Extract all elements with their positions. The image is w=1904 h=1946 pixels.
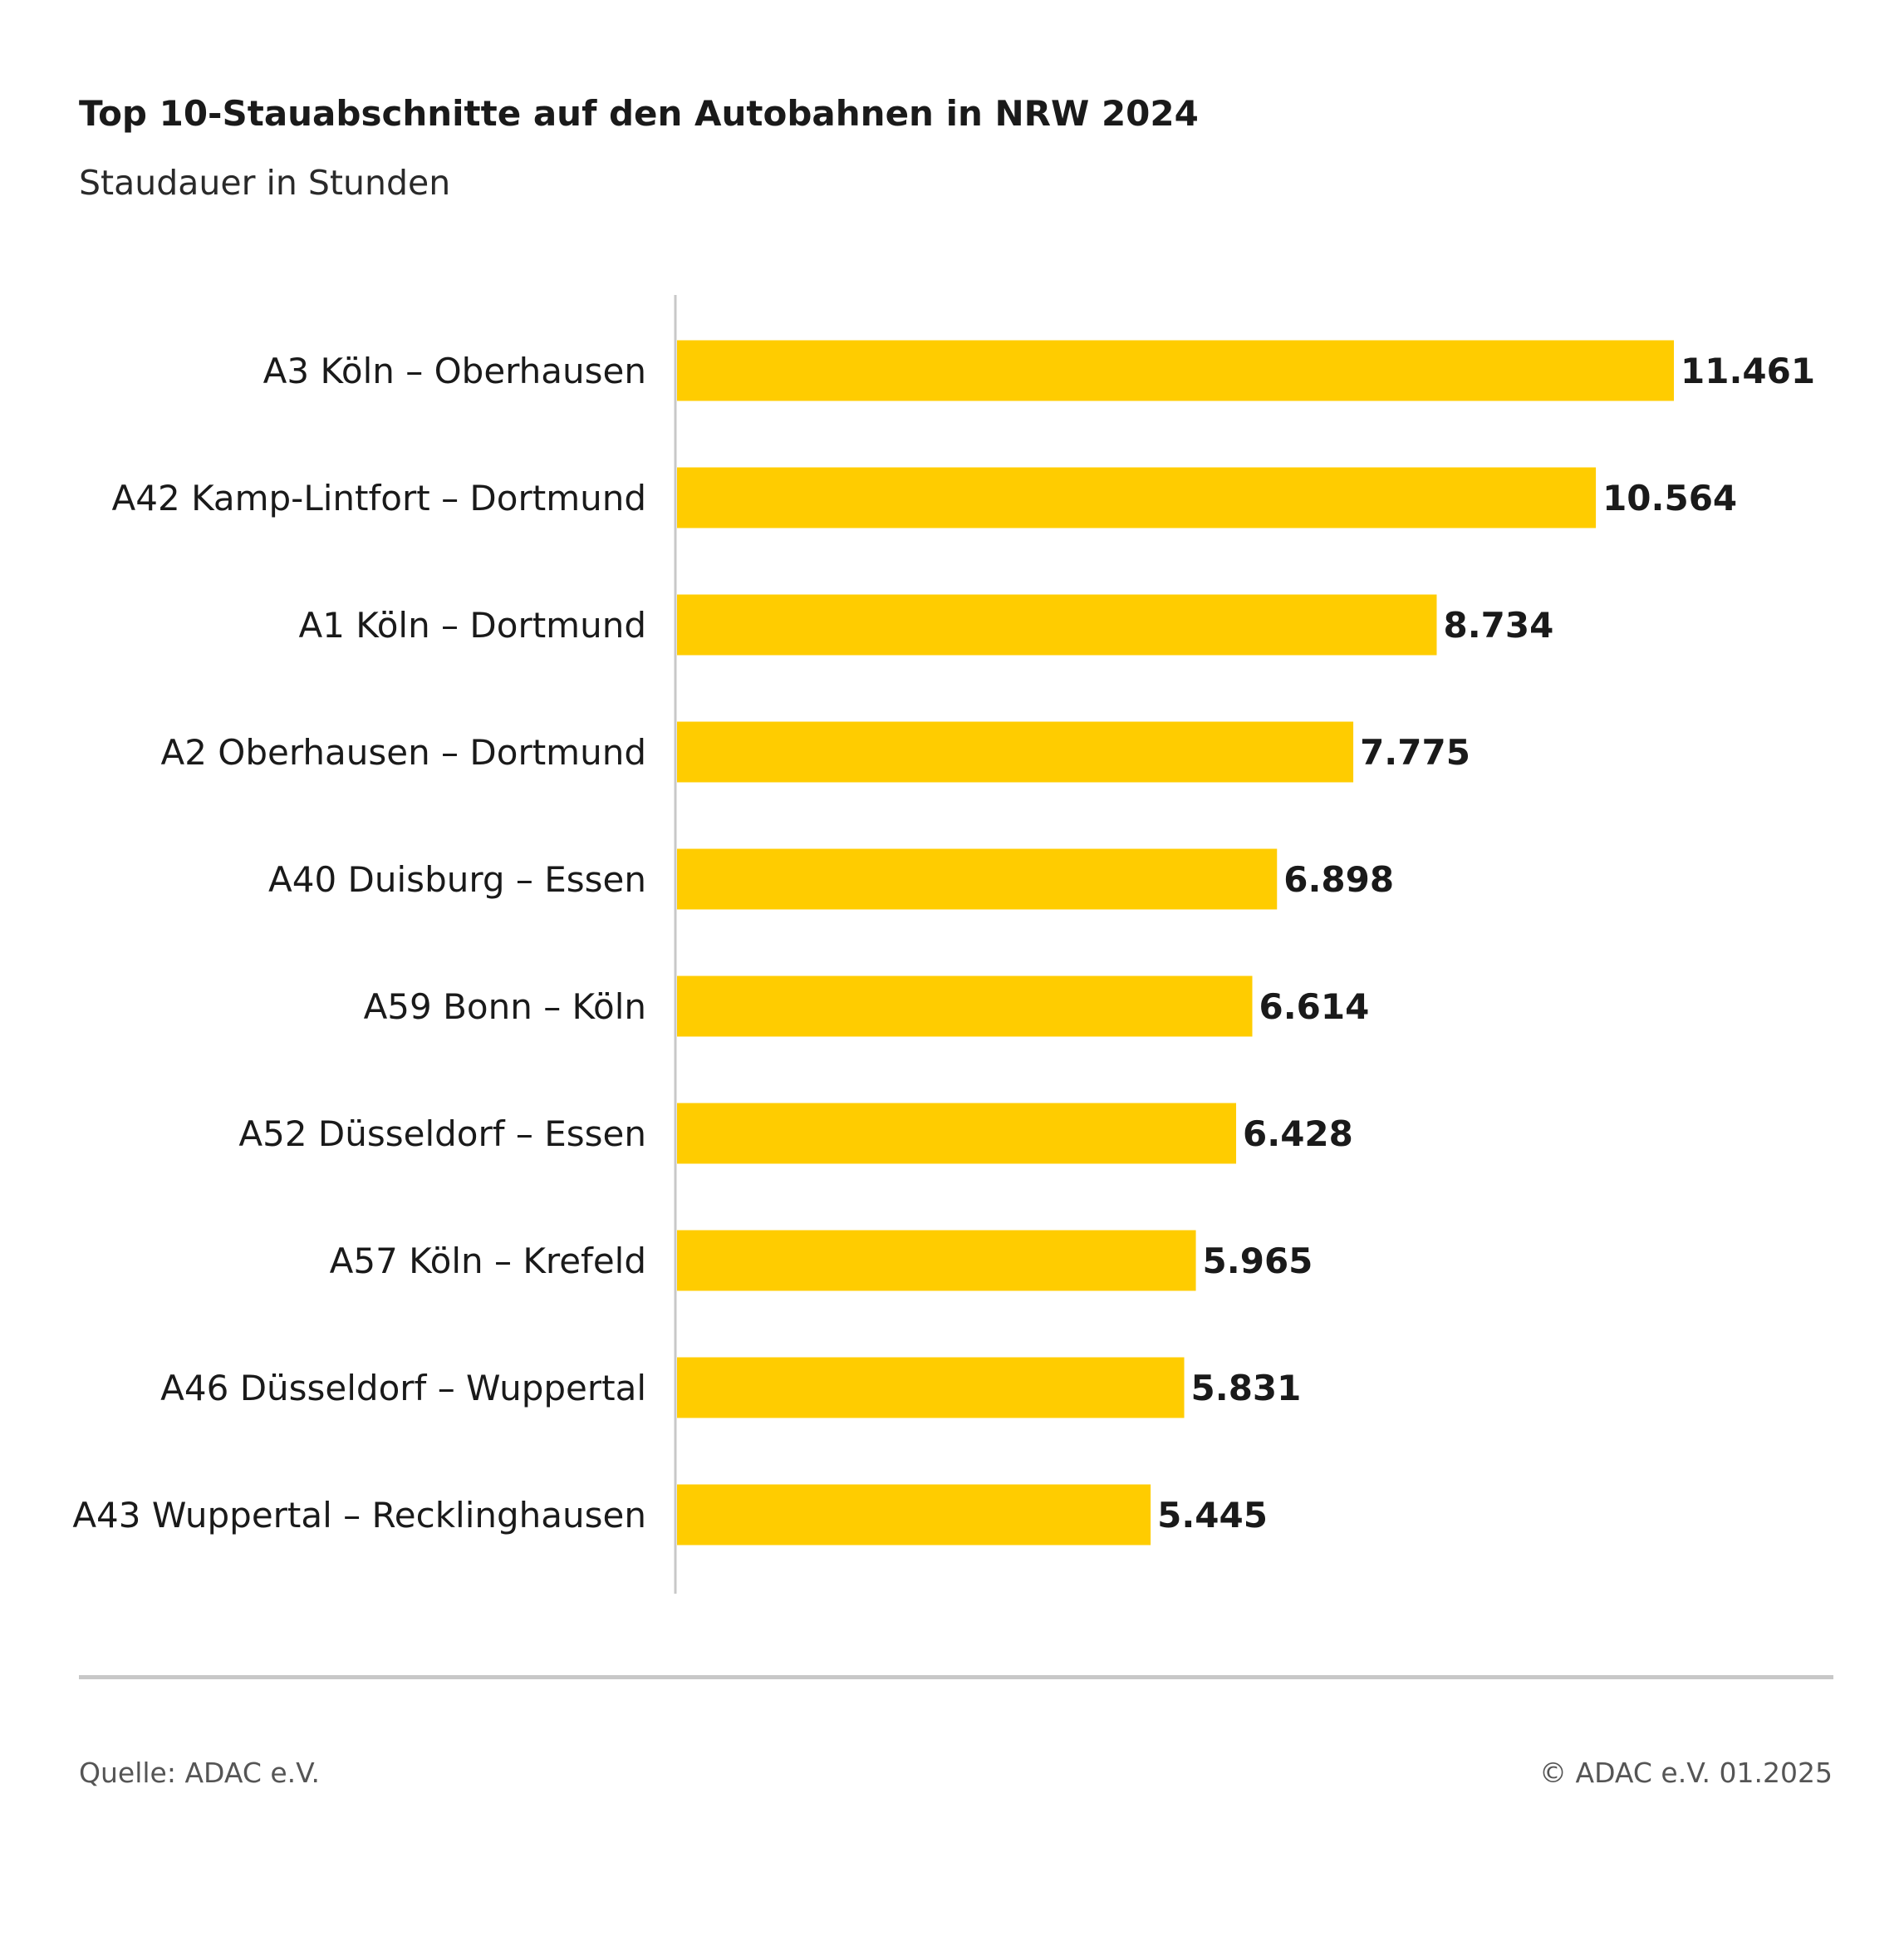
value-label: 6.898 bbox=[1283, 859, 1394, 900]
category-label: A42 Kamp-Lintfort – Dortmund bbox=[112, 478, 646, 518]
value-label: 5.445 bbox=[1157, 1495, 1268, 1536]
copyright-note: © ADAC e.V. 01.2025 bbox=[1539, 1757, 1833, 1789]
chart-title: Top 10-Stauabschnitte auf den Autobahnen… bbox=[79, 93, 1199, 134]
footer-divider bbox=[79, 1675, 1833, 1679]
category-label: A3 Köln – Oberhausen bbox=[263, 351, 646, 391]
value-label: 10.564 bbox=[1602, 478, 1737, 518]
chart-subtitle: Staudauer in Stunden bbox=[79, 163, 451, 203]
bar bbox=[677, 1103, 1237, 1164]
category-label: A52 Düsseldorf – Essen bbox=[238, 1113, 646, 1154]
bar bbox=[677, 1230, 1196, 1291]
category-label: A40 Duisburg – Essen bbox=[268, 859, 646, 900]
category-label: A1 Köln – Dortmund bbox=[298, 605, 646, 646]
category-label: A57 Köln – Krefeld bbox=[330, 1241, 646, 1281]
value-label: 6.428 bbox=[1243, 1113, 1353, 1154]
bar bbox=[677, 467, 1597, 528]
bar bbox=[677, 721, 1354, 783]
value-label: 6.614 bbox=[1259, 986, 1370, 1027]
source-note: Quelle: ADAC e.V. bbox=[79, 1757, 320, 1789]
bar bbox=[677, 1357, 1185, 1418]
category-label: A46 Düsseldorf – Wuppertal bbox=[160, 1368, 646, 1408]
bar-group: A3 Köln – Oberhausen 11.461 A42 Kamp-Lintf… bbox=[72, 340, 1815, 1545]
category-label: A2 Oberhausen – Dortmund bbox=[161, 732, 647, 773]
bar bbox=[677, 975, 1253, 1037]
bar bbox=[677, 340, 1674, 401]
bar bbox=[677, 594, 1437, 656]
bar bbox=[677, 1484, 1151, 1545]
value-label: 8.734 bbox=[1443, 605, 1553, 646]
bar-chart: A3 Köln – Oberhausen 11.461 A42 Kamp-Lintf… bbox=[72, 295, 1815, 1594]
category-label: A59 Bonn – Köln bbox=[364, 986, 646, 1027]
bar bbox=[677, 848, 1278, 910]
value-label: 5.965 bbox=[1203, 1241, 1313, 1281]
value-label: 5.831 bbox=[1191, 1368, 1302, 1408]
value-label: 11.461 bbox=[1681, 351, 1815, 391]
value-label: 7.775 bbox=[1360, 732, 1470, 773]
category-label: A43 Wuppertal – Recklinghausen bbox=[72, 1495, 646, 1536]
